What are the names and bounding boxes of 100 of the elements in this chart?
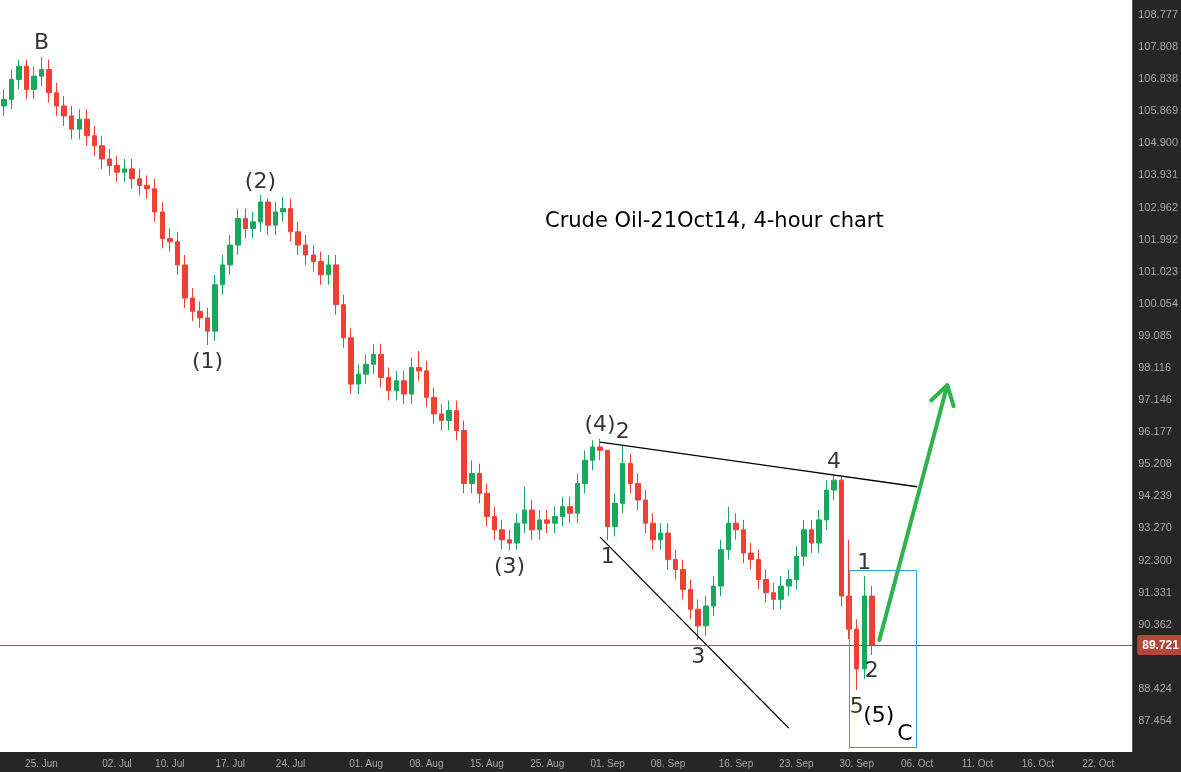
x-tick-label: 08. Sep <box>650 757 686 769</box>
y-tick-label: 90.362 <box>1138 617 1172 630</box>
candlestick <box>763 569 769 604</box>
candlestick <box>537 509 542 541</box>
candlestick <box>144 175 150 200</box>
x-tick-label: 17. Jul <box>215 757 245 769</box>
candlestick <box>235 208 241 256</box>
candlestick <box>816 509 822 554</box>
candlestick <box>628 453 633 494</box>
candlestick <box>348 327 354 395</box>
candlestick <box>122 158 127 183</box>
candlestick <box>61 95 67 127</box>
candlestick <box>695 598 701 641</box>
candlestick <box>718 539 724 597</box>
text: 2 <box>864 657 879 683</box>
text: 3 <box>691 642 706 668</box>
candlestick <box>250 211 256 239</box>
candlestick <box>16 59 22 90</box>
annotation: (5) <box>863 702 895 727</box>
candlestick <box>54 82 59 117</box>
candlestick <box>69 105 74 140</box>
candlestick <box>431 386 437 425</box>
text: Crude Oil-21Oct14, 4-hour chart <box>545 207 884 232</box>
x-tick-label: 10. Jul <box>155 757 185 769</box>
y-tick-label: 93.270 <box>1138 521 1172 534</box>
candlestick <box>227 234 233 276</box>
x-tick-label: 06. Oct <box>900 757 934 769</box>
y-tick-label: 92.300 <box>1138 553 1172 566</box>
candlestick <box>492 506 497 541</box>
y-tick-label: 106.838 <box>1138 72 1178 85</box>
y-tick-label: 104.900 <box>1138 136 1178 149</box>
candlestick <box>620 444 625 514</box>
candlestick <box>212 274 218 342</box>
candlestick <box>356 363 361 395</box>
candlestick <box>582 449 588 494</box>
candlestick <box>786 569 792 597</box>
candlestick <box>522 486 527 534</box>
candlestick <box>197 300 203 329</box>
candlestick <box>24 59 29 100</box>
candlestick <box>726 506 731 561</box>
y-tick-label: 87.454 <box>1138 714 1172 727</box>
candlestick <box>394 370 399 402</box>
candlestick <box>552 506 558 534</box>
text: (3) <box>493 552 526 578</box>
candlestick <box>160 201 165 249</box>
candlestick <box>605 449 610 541</box>
x-tick-label: 30. Sep <box>839 757 875 769</box>
x-tick-label: 01. Aug <box>349 757 384 769</box>
x-tick-label: 16. Oct <box>1021 757 1055 769</box>
candlestick <box>469 459 475 494</box>
candlestick <box>741 519 746 564</box>
x-tick-label: 23. Sep <box>779 757 815 769</box>
candlestick <box>190 287 195 322</box>
candlestick <box>756 549 761 590</box>
x-tick-label: 15. Aug <box>469 757 504 769</box>
candlestick <box>567 496 573 524</box>
candlestick <box>371 343 376 375</box>
candlestick <box>92 125 97 157</box>
candlestick <box>635 473 641 511</box>
candlestick <box>258 194 263 233</box>
y-tick-label: 95.208 <box>1138 457 1172 470</box>
candlestick <box>107 148 112 176</box>
candlestick <box>665 522 671 571</box>
candlestick <box>673 549 678 580</box>
y-tick-label: 99.085 <box>1138 328 1172 341</box>
candlestick <box>680 559 686 600</box>
candlestick <box>801 519 807 567</box>
candlestick <box>9 69 14 110</box>
x-tick-label: 16. Sep <box>718 757 754 769</box>
candlestick <box>129 158 135 190</box>
candlestick <box>597 438 603 461</box>
candlestick <box>778 575 784 610</box>
candlestick <box>688 578 693 620</box>
ref-line-label: 89.721 <box>1142 638 1180 653</box>
candlestick <box>341 294 346 349</box>
candlestick <box>152 178 157 223</box>
y-tick-label: 97.146 <box>1138 393 1172 406</box>
x-tick-label: 25. Aug <box>530 757 565 769</box>
candlestick <box>544 509 550 534</box>
candlestick <box>378 343 384 388</box>
candlestick <box>114 155 120 183</box>
candlestick <box>529 499 535 541</box>
candlestick <box>484 482 490 527</box>
candlestick <box>295 221 301 256</box>
candlestick <box>477 463 482 504</box>
y-tick-label: 103.931 <box>1138 168 1178 181</box>
y-tick-label: 91.331 <box>1138 585 1172 598</box>
x-tick-label: 11. Oct <box>961 757 994 769</box>
candlestick <box>363 353 369 385</box>
candlestick <box>809 519 814 554</box>
candlestick <box>311 244 316 273</box>
y-tick-label: 102.962 <box>1138 200 1178 213</box>
candlestick <box>288 198 293 243</box>
y-tick-label: 98.116 <box>1138 361 1172 374</box>
candlestick <box>182 254 188 309</box>
text: (4) <box>584 411 616 437</box>
x-tick-label: 01. Sep <box>590 757 626 769</box>
x-tick-label: 08. Aug <box>409 757 444 769</box>
candlestick <box>499 519 505 551</box>
candlestick <box>507 529 512 551</box>
